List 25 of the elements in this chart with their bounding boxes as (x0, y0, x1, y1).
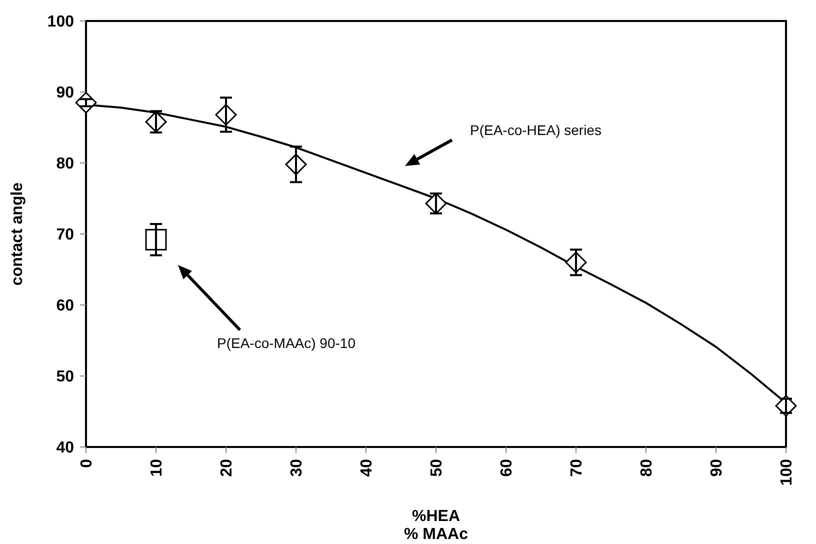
x-tick-label: 90 (708, 458, 726, 477)
point (425, 192, 447, 214)
x-tick-label: 20 (218, 458, 236, 477)
x-tick-label: 30 (288, 458, 306, 477)
y-tick-label: 100 (47, 14, 74, 31)
x-tick-label: 70 (568, 458, 586, 477)
point (775, 395, 797, 417)
x-tick-label: 50 (428, 458, 446, 477)
y-tick-label: 60 (56, 298, 74, 315)
x-tick-label: 100 (778, 458, 796, 486)
y-tick-label: 70 (56, 226, 74, 244)
x-axis-title: %HEA % MAAc (404, 508, 468, 543)
y-tick-label: 40 (56, 440, 74, 457)
y-tick-label: 50 (56, 368, 74, 386)
x-tick-label: 80 (638, 458, 656, 477)
y-tick-label: 80 (56, 156, 74, 173)
y-axis-title: contact angle (9, 182, 26, 286)
point (145, 228, 167, 250)
x-tick-label: 40 (358, 458, 376, 477)
y-tick-label: 90 (56, 84, 74, 102)
x-tick-label: 0 (78, 458, 96, 468)
x-tick-label: 10 (148, 458, 166, 477)
annotation: P(EA-co-HEA) series (470, 122, 602, 138)
annotation: P(EA-co-MAAc) 90-10 (217, 335, 356, 351)
x-tick-label: 60 (498, 458, 516, 477)
